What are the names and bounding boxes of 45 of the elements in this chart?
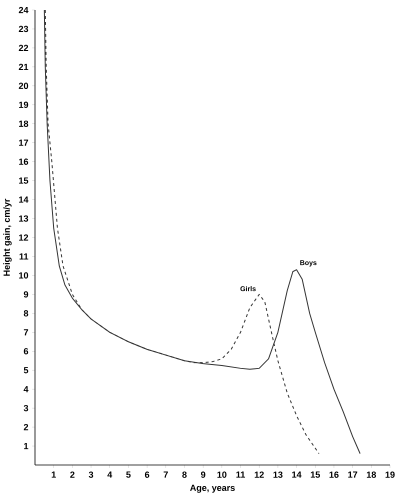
y-tick-label: 10	[19, 272, 28, 279]
x-tick-label: 14	[292, 472, 302, 478]
y-axis-title: Height gain, cm/yr	[3, 198, 12, 276]
y-tick-label: 20	[18, 82, 28, 90]
y-tick-label: 6	[24, 348, 28, 354]
x-tick-label: 6	[144, 472, 150, 478]
y-tick-label: 2	[24, 424, 28, 430]
y-tick-label: 1	[24, 442, 28, 450]
x-tick-label: 8	[182, 472, 187, 478]
y-tick-label: 15	[19, 177, 28, 184]
y-tick-label: 4	[24, 386, 28, 392]
x-tick-label: 4	[107, 472, 112, 478]
y-tick-label: 16	[19, 158, 28, 165]
x-tick-label: 18	[366, 472, 376, 478]
y-tick-label: 23	[18, 26, 28, 32]
y-tick-label: 19	[19, 102, 28, 108]
y-tick-label: 11	[20, 253, 28, 260]
y-tick-label: 22	[18, 44, 28, 52]
x-tick-label: 13	[273, 472, 283, 478]
x-tick-label: 12	[254, 472, 264, 478]
x-tick-label: 11	[236, 472, 246, 478]
y-tick-label: 9	[24, 291, 28, 298]
y-tick-label: 3	[24, 404, 28, 412]
y-tick-label: 13	[19, 215, 28, 222]
x-tick-label: 2	[70, 472, 74, 478]
x-tick-label: 15	[310, 472, 320, 478]
y-tick-label: 18	[19, 120, 28, 127]
x-tick-label: 3	[88, 472, 94, 478]
y-tick-label: 21	[18, 64, 28, 70]
y-tick-label: 14	[19, 196, 28, 203]
x-tick-label: 9	[200, 472, 206, 478]
y-tick-label: 12	[19, 234, 28, 241]
y-tick-label: 24	[18, 6, 28, 14]
y-tick-label: 8	[24, 310, 28, 317]
x-tick-label: 19	[386, 472, 395, 478]
x-tick-label: 16	[330, 472, 339, 478]
x-axis-title: Age, years	[190, 484, 235, 493]
y-tick-label: 17	[19, 140, 28, 146]
y-tick-label: 5	[24, 367, 28, 374]
x-tick-label: 1	[52, 472, 56, 478]
x-tick-label: 10	[217, 472, 226, 478]
x-tick-label: 5	[126, 472, 131, 478]
y-tick-label: 7	[24, 329, 28, 336]
x-tick-label: 7	[164, 472, 168, 478]
x-tick-label: 17	[348, 472, 358, 478]
